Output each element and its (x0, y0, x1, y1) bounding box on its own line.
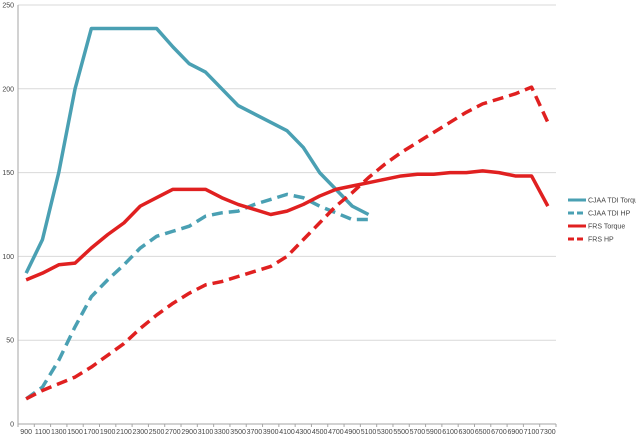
legend-label: FRS HP (588, 237, 614, 244)
x-tick-label: 3700 (247, 429, 263, 436)
grid-lines (18, 4, 556, 341)
x-tick-label: 2700 (165, 429, 181, 436)
x-tick-label: 2300 (132, 429, 148, 436)
x-tick-label: 5500 (393, 429, 409, 436)
legend-label: FRS Torque (588, 224, 625, 231)
x-tick-label: 3500 (230, 429, 246, 436)
x-tick-label: 1300 (51, 429, 67, 436)
x-tick-label: 6100 (442, 429, 458, 436)
x-tick-label: 4700 (328, 429, 344, 436)
x-tick-label: 6500 (475, 429, 491, 436)
y-tick-label: 150 (2, 170, 14, 177)
y-tick-label: 0 (10, 422, 14, 429)
tick-labels: 0 50 100 150 200 250 900 1100 1300 1500 1700 1900 21… (2, 3, 555, 437)
x-tick-label: 1500 (67, 429, 83, 436)
x-tick-label: 4500 (312, 429, 328, 436)
legend-label: CJAA TDI HP (588, 211, 631, 218)
x-tick-label: 1100 (35, 429, 50, 436)
x-tick-label: 1900 (100, 429, 116, 436)
x-tick-label: 5300 (377, 429, 393, 436)
x-tick-label: 2900 (181, 429, 197, 436)
x-tick-label: 6700 (491, 429, 507, 436)
series-line (25, 169, 550, 282)
y-tick-label: 200 (2, 86, 14, 93)
x-tick-label: 900 (20, 429, 32, 436)
series-line (24, 26, 370, 274)
x-tick-label: 7100 (524, 429, 540, 436)
y-tick-label: 250 (2, 3, 14, 10)
x-tick-label: 2500 (149, 429, 165, 436)
x-tick-label: 3900 (263, 429, 279, 436)
x-tick-label: 7300 (540, 429, 556, 436)
series-lines (24, 26, 550, 401)
x-tick-label: 3300 (214, 429, 230, 436)
x-tick-label: 6900 (507, 429, 523, 436)
x-tick-label: 5900 (426, 429, 442, 436)
x-tick-label: 4100 (279, 429, 295, 436)
x-tick-label: 2100 (116, 429, 132, 436)
legend: CJAA TDI Torque CJAA TDI HP FRS Torque FRS … (568, 198, 636, 244)
x-tick-label: 5100 (361, 429, 377, 436)
x-tick-label: 4300 (296, 429, 312, 436)
axes (17, 5, 557, 427)
x-tick-label: 4900 (344, 429, 360, 436)
y-tick-label: 100 (2, 254, 14, 261)
x-tick-label: 6300 (459, 429, 475, 436)
y-tick-label: 50 (6, 338, 14, 345)
x-tick-label: 3100 (198, 429, 214, 436)
x-tick-label: 1700 (84, 429, 100, 436)
legend-label: CJAA TDI Torque (588, 198, 636, 205)
x-tick-label: 5700 (410, 429, 426, 436)
